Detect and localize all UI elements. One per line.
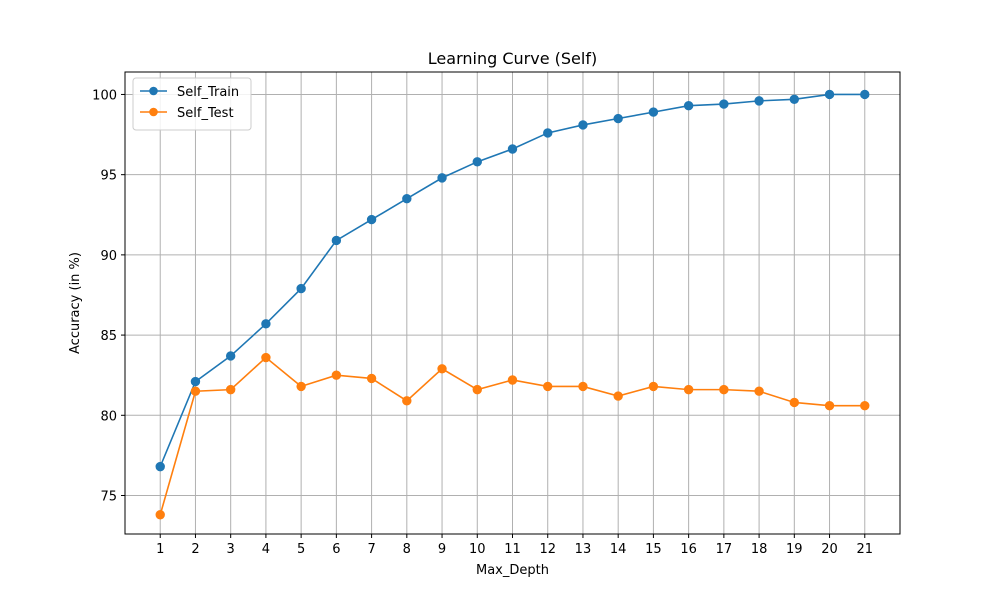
x-tick-label: 19	[786, 542, 803, 557]
data-point	[789, 397, 800, 408]
data-point	[190, 386, 201, 396]
data-point	[613, 113, 623, 124]
chart-title: Learning Curve (Self)	[428, 49, 597, 68]
y-tick-label: 100	[92, 88, 117, 103]
x-tick-label: 13	[575, 542, 592, 557]
data-point	[754, 96, 764, 106]
x-tick-label: 5	[297, 542, 305, 557]
data-point	[824, 89, 835, 100]
data-point	[366, 214, 377, 225]
y-tick-label: 85	[100, 329, 117, 344]
data-point	[507, 375, 518, 385]
x-tick-label: 7	[367, 542, 375, 557]
x-tick-label: 15	[645, 542, 662, 557]
x-tick-label: 11	[504, 542, 521, 557]
data-point	[261, 352, 271, 363]
data-point	[296, 283, 306, 294]
legend-label: Self_Test	[177, 106, 234, 121]
y-tick-label: 80	[100, 409, 117, 424]
data-point	[613, 391, 623, 401]
x-axis-label: Max_Depth	[476, 563, 549, 578]
data-point	[578, 120, 588, 130]
data-point	[860, 89, 870, 100]
data-point	[225, 384, 236, 395]
data-point	[507, 144, 518, 154]
x-tick-label: 3	[227, 542, 235, 557]
data-point	[296, 381, 306, 392]
x-tick-label: 10	[469, 542, 486, 557]
data-point	[155, 510, 165, 520]
data-point	[754, 386, 764, 396]
y-tick-label: 75	[100, 490, 117, 505]
legend-marker	[149, 107, 158, 117]
x-tick-label: 4	[262, 542, 270, 557]
axes-layer: 1 2 3 4 5 6 7 8 9 10 11 12 13 14 15 16 17 18 19 20 217580859…	[92, 71, 901, 557]
data-point	[789, 94, 800, 104]
y-axis-label: Accuracy (in %)	[68, 252, 83, 354]
data-point	[683, 384, 694, 395]
data-point	[472, 157, 482, 167]
series-self-test	[155, 352, 870, 520]
data-point	[331, 370, 342, 380]
data-point	[261, 319, 271, 329]
data-point	[860, 400, 870, 411]
data-point	[472, 384, 482, 395]
x-tick-label: 21	[856, 542, 873, 557]
series-self-train	[155, 89, 870, 472]
x-tick-label: 16	[680, 542, 697, 557]
data-point	[366, 373, 377, 384]
data-point	[578, 381, 588, 392]
data-point	[543, 128, 553, 138]
y-tick-label: 95	[100, 169, 117, 184]
series-layer	[155, 89, 870, 520]
data-point	[437, 364, 447, 374]
legend: Self_Train Self_Test	[132, 77, 252, 131]
data-point	[719, 384, 729, 395]
data-point	[155, 461, 165, 472]
data-point	[190, 376, 201, 387]
x-tick-label: 9	[438, 542, 446, 557]
data-point	[402, 194, 412, 204]
data-point	[543, 381, 553, 392]
x-tick-label: 12	[539, 542, 556, 557]
legend-item: Self_Train	[140, 85, 239, 100]
y-tick-label: 90	[100, 249, 117, 264]
legend-marker	[149, 86, 158, 96]
data-point	[648, 381, 659, 392]
data-point	[648, 107, 659, 117]
data-point	[331, 235, 342, 246]
plot-frame	[124, 71, 901, 535]
data-point	[402, 396, 412, 406]
x-tick-label: 1	[156, 542, 164, 557]
x-tick-label: 17	[716, 542, 733, 557]
x-tick-label: 6	[332, 542, 340, 557]
data-point	[824, 400, 835, 411]
x-tick-label: 2	[191, 542, 199, 557]
x-tick-label: 20	[821, 542, 838, 557]
x-tick-label: 8	[403, 542, 411, 557]
data-point	[437, 173, 447, 183]
legend-item: Self_Test	[140, 106, 234, 121]
x-tick-label: 14	[610, 542, 627, 557]
data-point	[225, 351, 236, 361]
data-point	[719, 99, 729, 109]
x-tick-label: 18	[751, 542, 768, 557]
legend-label: Self_Train	[177, 85, 239, 100]
data-point	[683, 100, 694, 111]
grid-layer	[125, 72, 900, 534]
